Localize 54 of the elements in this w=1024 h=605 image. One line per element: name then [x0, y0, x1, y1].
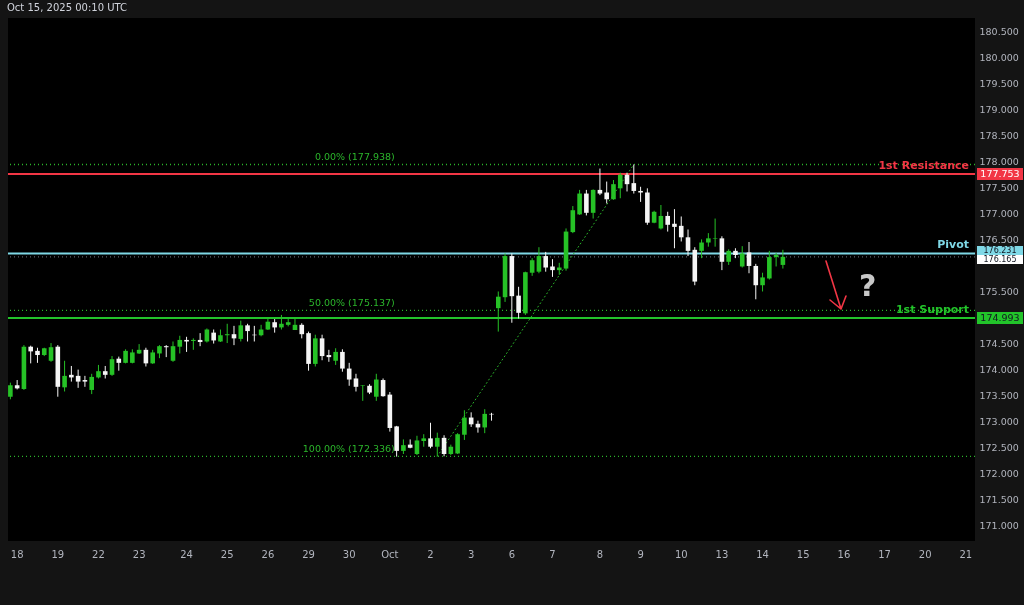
x-tick-label: 18	[10, 548, 24, 560]
y-tick-label: 175.500	[979, 285, 1019, 297]
x-tick-label: 10	[674, 548, 688, 560]
ref-line-label: 100.00% (172.336)	[302, 443, 395, 455]
y-tick-label: 173.000	[979, 416, 1019, 428]
y-tick-label: 172.500	[979, 442, 1019, 454]
x-tick-label: 25	[220, 548, 234, 560]
x-tick-label: 6	[508, 548, 516, 560]
y-tick-label: 174.993	[980, 311, 1020, 323]
annotation: ?	[858, 267, 877, 303]
x-tick-label: 19	[51, 548, 65, 560]
y-tick-label: 180.000	[979, 51, 1019, 63]
x-tick-label: 21	[959, 548, 973, 560]
x-tick-label: 16	[837, 548, 851, 560]
y-tick-label: 179.000	[979, 103, 1019, 115]
y-tick-label: 177.500	[979, 181, 1019, 193]
y-tick-label: 179.500	[979, 77, 1019, 89]
x-tick-label: 3	[467, 548, 475, 560]
y-tick-label: 176.500	[979, 233, 1019, 245]
y-tick-label: 174.000	[979, 364, 1019, 376]
x-tick-label: 17	[878, 548, 891, 560]
ref-line-label: 50.00% (175.137)	[308, 297, 395, 309]
y-tick-label: 176.165	[983, 254, 1017, 264]
x-tick-label: 8	[596, 548, 604, 560]
x-tick-label: 2	[427, 548, 434, 560]
y-tick-label: 177.000	[979, 207, 1019, 219]
x-tick-label: 15	[796, 548, 810, 560]
x-tick-label: 9	[637, 548, 644, 560]
x-tick-label: 24	[180, 548, 193, 560]
ref-line-label: Pivot	[937, 238, 969, 252]
x-tick-label: 14	[756, 548, 769, 560]
y-tick-label: 178.500	[979, 129, 1019, 141]
chart-title: Oct 15, 2025 00:10 UTC	[7, 2, 128, 13]
ref-line-label: 1st Support	[895, 302, 969, 316]
x-tick-label: 23	[132, 548, 146, 560]
y-tick-label: 171.500	[979, 494, 1019, 506]
x-tick-label: 22	[92, 548, 105, 560]
y-tick-label: 172.000	[979, 468, 1019, 480]
x-tick-label: 29	[302, 548, 315, 560]
y-tick-label: 178.000	[979, 155, 1019, 167]
x-tick-label: 7	[549, 548, 556, 560]
ref-line-label: 1st Resistance	[878, 159, 969, 173]
x-tick-label: 13	[715, 548, 729, 560]
y-tick-label: 176.231	[983, 245, 1017, 255]
x-tick-label: 26	[261, 548, 275, 560]
x-tick-label: 30	[342, 548, 356, 560]
y-tick-label: 173.500	[979, 390, 1019, 402]
x-tick-label: Oct	[381, 548, 399, 560]
ref-line-label: 0.00% (177.938)	[314, 151, 395, 163]
y-tick-label: 180.500	[979, 25, 1019, 37]
y-tick-label: 177.753	[980, 168, 1020, 180]
x-tick-label: 20	[918, 548, 932, 560]
y-tick-label: 171.000	[979, 520, 1019, 532]
y-tick-label: 174.500	[979, 338, 1019, 350]
